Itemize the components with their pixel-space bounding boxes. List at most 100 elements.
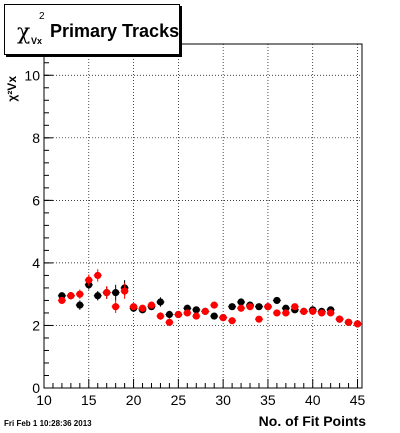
data-marker	[273, 309, 281, 317]
data-marker	[219, 314, 227, 322]
data-point	[174, 310, 183, 319]
data-point	[156, 312, 165, 320]
title-chi-symbol: χ	[17, 20, 31, 45]
data-point	[183, 309, 192, 317]
data-point	[192, 312, 201, 320]
data-point	[93, 291, 102, 301]
data-point	[111, 300, 120, 313]
axis-tick-labels: 10 15 20 25 30 35 40 45 0 2 4 6 8 10	[24, 67, 365, 408]
data-point	[192, 306, 201, 314]
y-tick-label: 8	[32, 130, 40, 146]
data-marker	[255, 303, 263, 311]
data-point	[317, 309, 326, 317]
data-marker	[336, 315, 344, 323]
x-tick-label: 35	[260, 392, 276, 408]
data-point	[147, 301, 156, 309]
data-marker	[85, 276, 93, 284]
data-marker	[76, 290, 84, 298]
data-point	[210, 301, 219, 309]
data-marker	[282, 309, 290, 317]
x-tick-label: 40	[305, 392, 321, 408]
data-point	[237, 304, 246, 312]
data-point	[75, 300, 84, 310]
data-marker	[353, 320, 362, 328]
data-marker	[228, 317, 236, 325]
data-marker	[273, 296, 281, 305]
data-marker	[156, 298, 165, 306]
timestamp-footer: Fri Feb 1 10:28:36 2013	[4, 419, 92, 428]
data-point	[111, 284, 120, 301]
data-point	[326, 309, 335, 317]
data-marker	[76, 301, 84, 309]
y-axis-label: χ²Vx	[5, 76, 19, 102]
data-point	[344, 318, 353, 326]
data-point	[165, 310, 174, 319]
data-marker	[138, 304, 147, 312]
x-tick-label: 25	[171, 392, 187, 408]
data-marker	[291, 303, 299, 311]
data-point	[201, 307, 210, 315]
data-marker	[58, 296, 66, 305]
y-tick-label: 4	[32, 255, 40, 271]
data-marker	[156, 312, 165, 320]
data-markers	[57, 269, 362, 328]
y-tick-label: 0	[32, 380, 40, 396]
data-marker	[246, 303, 254, 311]
data-point	[237, 298, 246, 306]
data-point	[165, 318, 174, 327]
data-marker	[121, 287, 129, 295]
data-marker	[318, 309, 326, 317]
data-marker	[237, 304, 245, 312]
y-tick-label: 2	[32, 317, 40, 333]
data-point	[254, 315, 263, 323]
data-point	[335, 315, 344, 323]
chart-title: Primary Tracks	[50, 21, 180, 41]
data-marker	[228, 303, 236, 311]
data-marker	[327, 309, 335, 317]
title-subscript: Vx	[31, 36, 43, 46]
data-marker	[165, 310, 174, 319]
plot-frame	[43, 43, 363, 389]
x-axis-label: No. of Fit Points	[259, 413, 367, 429]
data-point	[84, 274, 93, 286]
data-point	[120, 283, 129, 299]
data-point	[75, 289, 84, 299]
data-marker	[264, 303, 272, 311]
x-tick-label: 15	[81, 392, 97, 408]
data-point	[210, 312, 219, 320]
data-marker	[210, 312, 218, 320]
data-point	[228, 317, 237, 325]
grid	[43, 44, 362, 389]
data-marker	[201, 307, 209, 315]
data-point	[290, 303, 299, 311]
data-marker	[147, 301, 156, 309]
data-point	[156, 297, 165, 307]
data-point	[102, 286, 111, 299]
data-point	[281, 309, 290, 317]
y-tick-label: 6	[32, 192, 40, 208]
x-tick-label: 30	[215, 392, 231, 408]
data-point	[263, 303, 272, 311]
x-tick-label: 45	[350, 392, 366, 408]
data-point	[138, 304, 147, 312]
data-point	[299, 307, 308, 315]
data-marker	[192, 306, 200, 314]
data-point	[228, 303, 237, 311]
data-marker	[112, 303, 120, 311]
data-marker	[94, 271, 102, 280]
data-point	[353, 320, 362, 328]
data-marker	[237, 298, 245, 306]
y-tick-label: 10	[24, 67, 40, 83]
data-point	[308, 307, 317, 315]
data-marker	[103, 289, 111, 297]
x-tick-label: 20	[126, 392, 142, 408]
data-marker	[67, 292, 75, 300]
data-point	[272, 296, 281, 305]
data-marker	[94, 292, 102, 300]
data-marker	[183, 309, 191, 317]
data-point	[272, 309, 281, 317]
x-tick-label: 10	[36, 392, 52, 408]
data-marker	[129, 303, 138, 311]
data-marker	[255, 315, 263, 323]
